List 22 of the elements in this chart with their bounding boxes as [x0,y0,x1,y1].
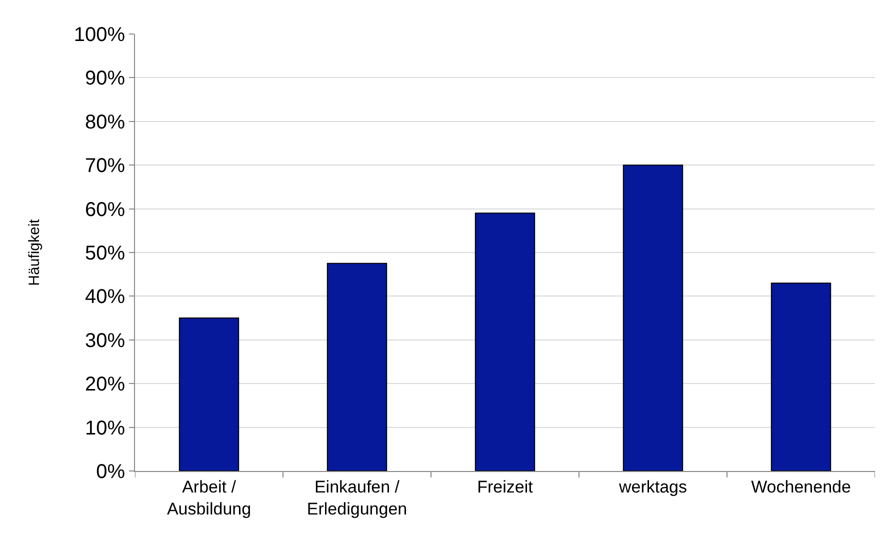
bar [178,318,240,471]
y-tick-label: 10% [84,417,126,440]
y-tick-label: 0% [96,461,126,483]
y-tick-label: 50% [84,242,126,264]
bar [622,164,684,471]
y-tick-label: 40% [84,286,126,308]
y-tick-label: 80% [84,111,126,134]
x-tick-label: Freizeit [477,477,534,496]
x-tick-label: Einkaufen / Erledigungen [306,477,408,518]
bar [326,262,388,471]
y-tick-label: 90% [84,68,126,90]
bar [770,282,832,471]
x-tick-label: Arbeit / Ausbildung [166,477,252,518]
y-tick-label: 100% [74,24,126,46]
y-axis-title: Häufigkeit [26,218,44,286]
x-tick-label: Wochenende [751,477,851,496]
bar [474,212,536,471]
y-tick-label: 70% [84,155,126,178]
y-tick-label: 20% [84,374,126,396]
x-tick-label: werktags [618,477,688,496]
y-tick-label: 30% [84,330,126,352]
y-tick-label: 60% [84,198,126,221]
